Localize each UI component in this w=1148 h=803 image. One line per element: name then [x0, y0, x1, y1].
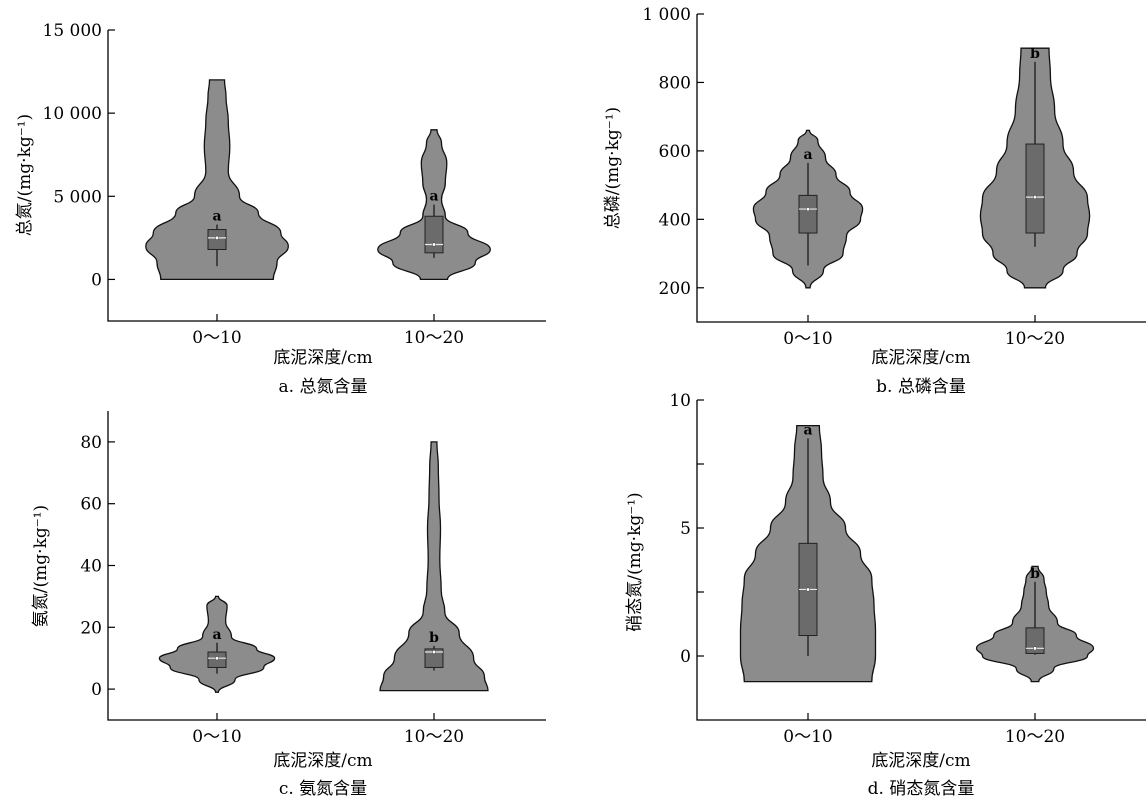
significance-letter-b-1: a	[803, 147, 812, 163]
significance-letter-a-1: a	[212, 209, 221, 225]
box-b-2	[1025, 143, 1045, 234]
xtick-label: 0～10	[783, 727, 832, 747]
axes-c	[107, 411, 546, 721]
ytick-label: 0	[680, 647, 691, 667]
ytick-label: 800	[659, 73, 691, 93]
significance-letter-a-2: a	[429, 189, 438, 205]
xlabel-b: 底泥深度/cm	[871, 348, 970, 368]
ylabel-d: 硝态氮/(mg·kg⁻¹)	[625, 492, 645, 631]
violins-b: ab	[752, 46, 1091, 289]
xlabel-a: 底泥深度/cm	[273, 348, 372, 368]
median-dot-b-1	[805, 206, 811, 212]
xticks-a: 0～10 10～20	[192, 314, 464, 348]
ytick-label: 200	[659, 279, 691, 299]
median-dot-a-1	[214, 235, 220, 240]
median-dot-b-2	[1032, 194, 1038, 200]
caption-a: a. 总氮含量	[279, 377, 368, 397]
significance-letter-b-2: b	[1030, 46, 1040, 62]
xticks-b: 0～10 10～20	[783, 315, 1065, 349]
xlabel-c: 底泥深度/cm	[273, 751, 372, 771]
xticks-c: 0～10 10～20	[192, 713, 464, 747]
violins-a: aa	[145, 79, 491, 281]
xtick-label: 0～10	[192, 727, 241, 747]
xtick-label: 10～20	[404, 727, 464, 747]
xtick-label: 10～20	[404, 328, 464, 348]
box-a-2	[424, 215, 444, 254]
ytick-label: 20	[80, 618, 102, 638]
ylabel-c: 氨氮/(mg·kg⁻¹)	[31, 505, 51, 627]
caption-b: b. 总磷含量	[876, 377, 966, 397]
ytick-label: 400	[659, 210, 691, 230]
median-dot-d-1	[805, 587, 811, 592]
significance-letter-c-2: b	[429, 630, 439, 646]
yticks-a: 0 5 000 10 000 15 000	[43, 21, 115, 290]
box-b-1	[798, 194, 818, 234]
xticks-d: 0～10 10～20	[783, 713, 1065, 747]
xtick-label: 0～10	[783, 329, 832, 349]
ytick-label: 60	[80, 495, 102, 515]
ytick-label: 10 000	[43, 104, 102, 124]
median-dot-c-2	[431, 649, 437, 655]
xtick-label: 10～20	[1005, 727, 1065, 747]
violins-d: ab	[739, 422, 1095, 683]
violin-c-2	[379, 441, 489, 692]
yticks-d: 0 5 10	[669, 391, 704, 667]
ytick-label: 1 000	[642, 5, 691, 25]
yticks-b: 200 400 600 800 1 000	[642, 5, 704, 299]
yticks-c: 0 20 40 60 80	[80, 433, 115, 700]
median-dot-d-2	[1032, 646, 1038, 651]
ylabel-a: 总氮/(mg·kg⁻¹)	[15, 114, 35, 236]
axes-a	[107, 30, 546, 322]
ytick-label: 5 000	[53, 187, 102, 207]
xtick-label: 10～20	[1005, 329, 1065, 349]
caption-d: d. 硝态氮含量	[868, 779, 975, 799]
ytick-label: 40	[80, 557, 102, 577]
median-dot-a-2	[431, 242, 437, 247]
median-dot-c-1	[214, 656, 220, 661]
significance-letter-d-2: b	[1030, 566, 1040, 582]
xtick-label: 0～10	[192, 328, 241, 348]
ytick-label: 0	[91, 680, 102, 700]
ytick-label: 600	[659, 142, 691, 162]
axes-b	[696, 14, 1146, 323]
significance-letter-c-1: a	[212, 627, 221, 643]
box-d-2	[1025, 627, 1045, 654]
axes-d	[696, 400, 1146, 721]
ylabel-b: 总磷/(mg·kg⁻¹)	[603, 107, 623, 229]
ytick-label: 0	[91, 270, 102, 290]
ytick-label: 5	[680, 519, 691, 539]
xlabel-d: 底泥深度/cm	[871, 751, 970, 771]
significance-letter-d-1: a	[803, 422, 812, 438]
ytick-label: 10	[669, 391, 691, 411]
ytick-label: 80	[80, 433, 102, 453]
box-c-2	[424, 648, 444, 668]
violin-a-1	[145, 79, 289, 281]
caption-c: c. 氨氮含量	[279, 779, 367, 799]
ytick-label: 15 000	[43, 21, 102, 41]
